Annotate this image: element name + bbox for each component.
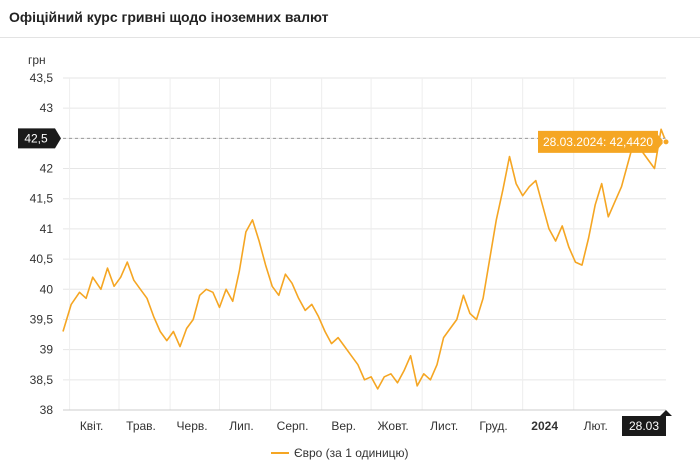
y-tick-label: 42 <box>40 162 54 176</box>
tooltip-box <box>538 130 658 153</box>
series-layer <box>62 128 667 390</box>
tooltip-text: 28.03.2024: 42,4420 <box>543 135 653 149</box>
x-tick-label: Лип. <box>229 419 253 433</box>
x-tick-label: Груд. <box>479 419 507 433</box>
x-tick-label: Вер. <box>331 419 356 433</box>
x-tick-label: Жовт. <box>377 419 408 433</box>
x-axis: Квіт. Трав. Черв. Лип. Серп. Вер. Жовт. Лист. Гр… <box>63 409 666 433</box>
crosshair-y-badge <box>18 128 61 149</box>
x-tick-label: Черв. <box>177 419 208 433</box>
y-tick-label: 43 <box>40 101 54 115</box>
x-tick-label: Лист. <box>430 419 458 433</box>
grid-lines <box>63 77 666 411</box>
data-point-marker[interactable] <box>662 138 670 146</box>
chart-header: Офіційний курс гривні щодо іноземних вал… <box>0 0 700 38</box>
series-line-euro[interactable] <box>62 128 667 390</box>
y-tick-label: 39 <box>40 343 54 357</box>
exchange-rate-chart[interactable]: 38 38,5 39 39,5 40 40,5 41 41,5 42 42,5 43 43,5 Кві… <box>0 38 700 467</box>
y-tick-label: 40,5 <box>30 252 54 266</box>
x-tick-label: Серп. <box>277 419 309 433</box>
x-tick-label: 2024 <box>531 419 558 433</box>
y-tick-label: 39,5 <box>30 312 54 326</box>
crosshair-x-label: 28.03 <box>629 419 659 433</box>
legend-label[interactable]: Євро (за 1 одиницю) <box>294 446 409 460</box>
legend[interactable]: Євро (за 1 одиницю) <box>271 446 409 460</box>
y-tick-label: 41 <box>40 222 54 236</box>
y-tick-label: 41,5 <box>30 192 54 206</box>
x-tick-label: Трав. <box>126 419 156 433</box>
x-tick-label: Квіт. <box>80 419 104 433</box>
crosshair-y-label: 42,5 <box>24 131 48 145</box>
x-tick-label: Лют. <box>584 419 608 433</box>
y-tick-label: 43,5 <box>30 71 54 85</box>
y-tick-label: 40 <box>40 282 54 296</box>
tooltip-pointer <box>658 134 664 149</box>
y-tick-label: 38,5 <box>30 373 54 387</box>
crosshair: 42,5 28.03 28.03.2024: 42,4420 <box>18 128 672 436</box>
y-tick-label: 38 <box>40 403 54 417</box>
y-axis-label: грн <box>28 53 46 67</box>
chart-title: Офіційний курс гривні щодо іноземних вал… <box>9 9 329 25</box>
crosshair-x-badge <box>622 410 672 436</box>
